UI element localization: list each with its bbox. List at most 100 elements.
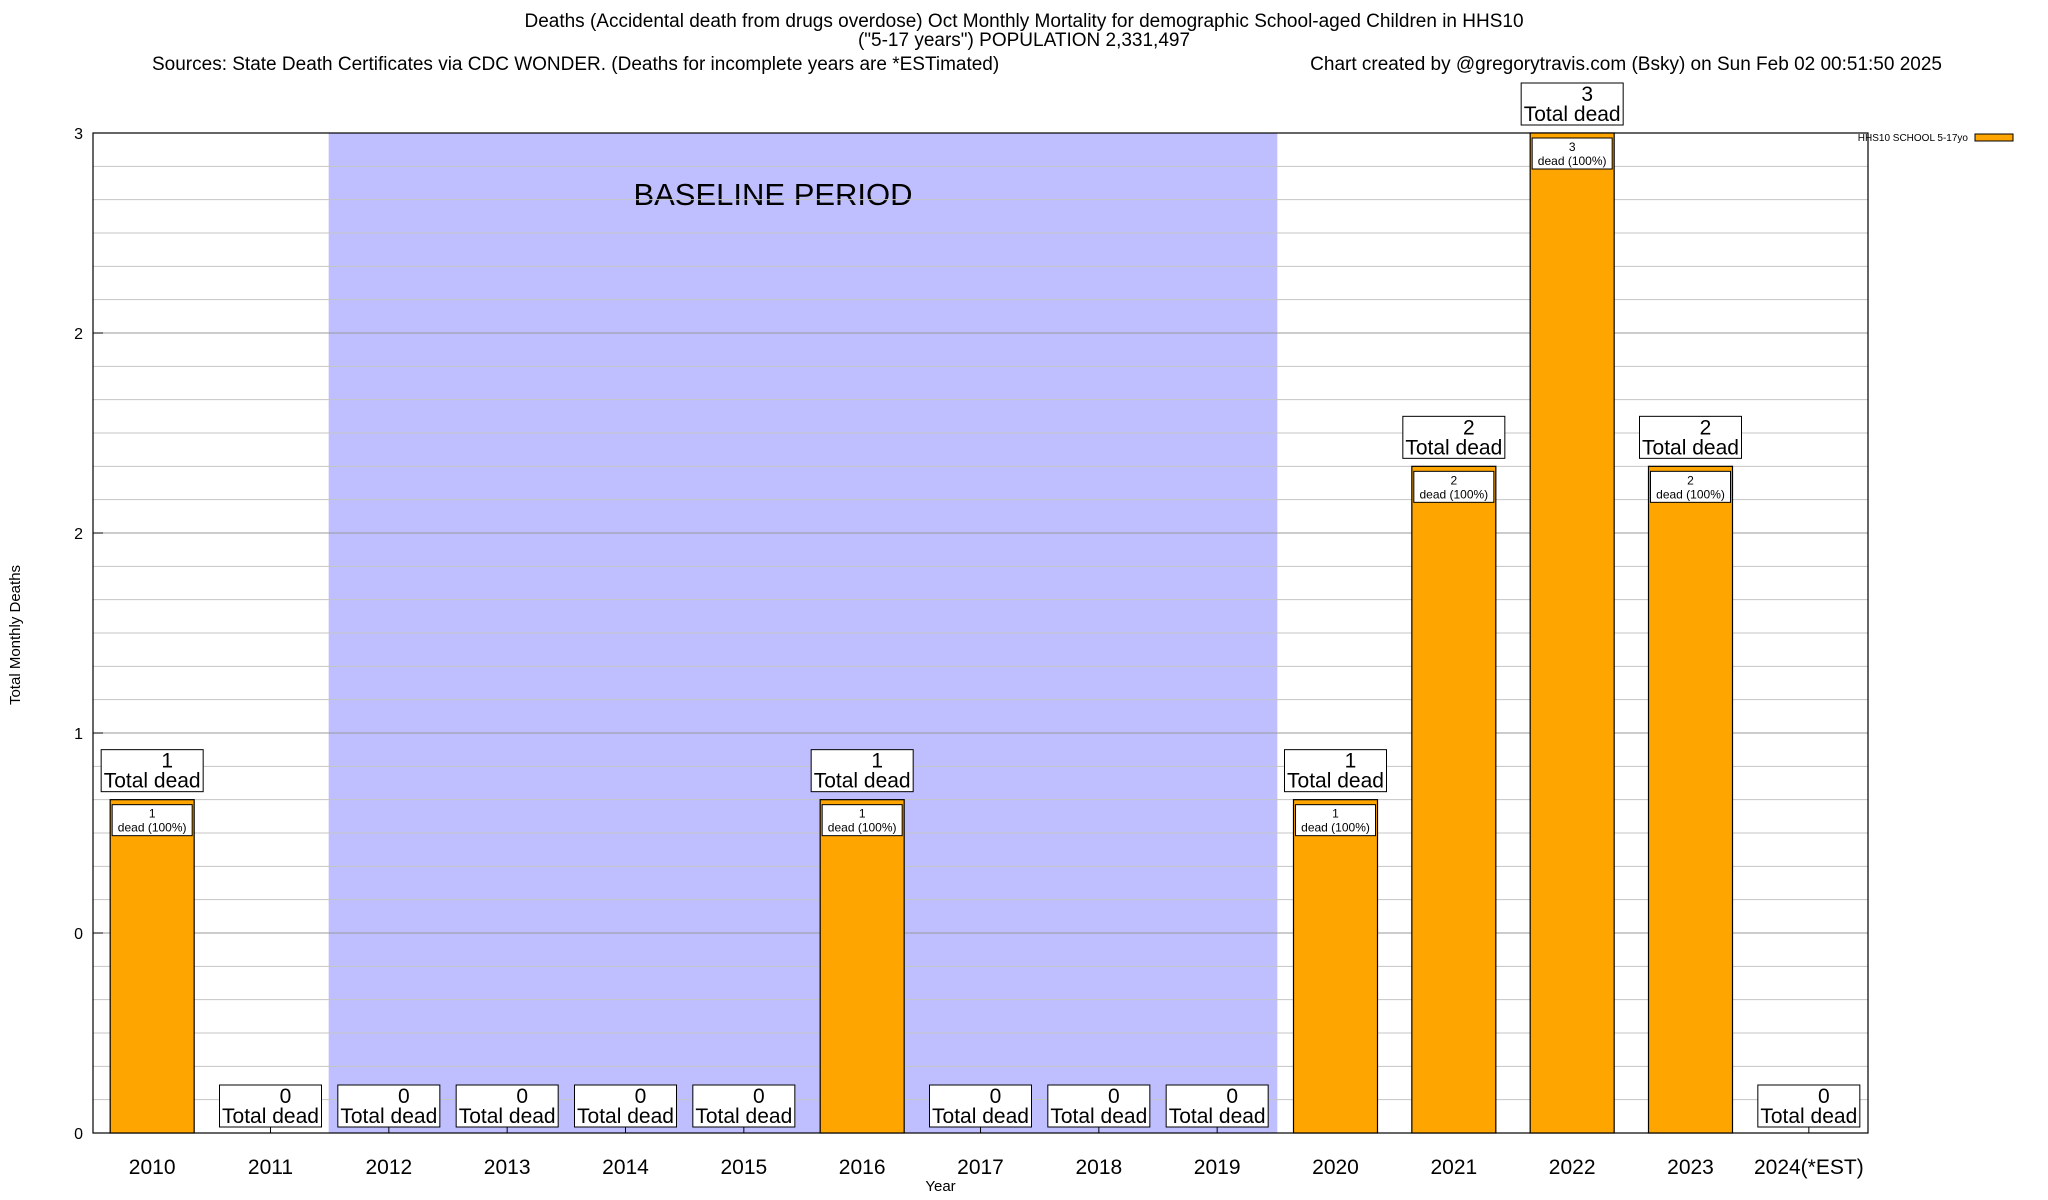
bar-total-text-label: Total dead — [104, 770, 201, 793]
bar-total-label-box — [219, 1084, 322, 1128]
x-tick-label: 2016 — [839, 1156, 886, 1179]
bar-total-label-box — [1520, 82, 1624, 126]
bar-total-text-label: Total dead — [1287, 770, 1384, 793]
credit-note: Chart created by @gregorytravis.com (Bsk… — [1310, 54, 1942, 75]
bar-total-value-label: 0 — [1818, 1085, 1830, 1108]
bar-inner-label-box — [1413, 470, 1495, 503]
x-tick-label: 2013 — [484, 1156, 531, 1179]
bar-total-label-box — [1165, 1084, 1269, 1128]
y-tick-label: 0 — [74, 1126, 83, 1143]
x-tick-label: 2022 — [1549, 1156, 1596, 1179]
bar — [109, 799, 195, 1134]
bar-total-label-box — [337, 1084, 441, 1128]
bar-total-value-label: 0 — [635, 1085, 647, 1108]
bar-total-value-label: 0 — [280, 1085, 292, 1108]
x-axis-title: Year — [925, 1178, 955, 1195]
bar-total-label-box — [1047, 1084, 1151, 1128]
bar-total-label-box — [1639, 415, 1742, 459]
x-tick-label: 2012 — [365, 1156, 412, 1179]
bar-inner-value-label: 1 — [1332, 807, 1339, 821]
bar-inner-label-box — [1531, 137, 1613, 170]
bar-inner-value-label: 2 — [1687, 473, 1694, 487]
bar-total-value-label: 2 — [1700, 416, 1712, 439]
bar-inner-value-label: 1 — [859, 807, 866, 821]
y-tick-label: 2 — [74, 326, 83, 343]
bar-total-value-label: 1 — [161, 750, 173, 773]
bar-total-label-box — [692, 1084, 796, 1128]
bar-total-text-label: Total dead — [1050, 1105, 1147, 1128]
bar-inner-value-label: 1 — [149, 807, 156, 821]
bar-total-text-label: Total dead — [695, 1105, 792, 1128]
x-tick-label: 2019 — [1194, 1156, 1241, 1179]
bar — [1529, 132, 1615, 1134]
bar-total-text-label: Total dead — [1169, 1105, 1266, 1128]
bar-inner-percent-label: dead (100%) — [828, 821, 897, 835]
bar-total-label-box — [100, 749, 204, 793]
bar-total-text-label: Total dead — [1642, 436, 1739, 459]
x-tick-label: 2021 — [1430, 1156, 1477, 1179]
x-tick-label: 2023 — [1667, 1156, 1714, 1179]
bar-inner-label-box — [1295, 804, 1376, 837]
bar-total-value-label: 0 — [1226, 1085, 1238, 1108]
x-tick-label: 2015 — [720, 1156, 767, 1179]
bar — [1411, 465, 1497, 1134]
chart-title: Deaths (Accidental death from drugs over… — [0, 12, 2048, 50]
bar-total-label-box — [1757, 1084, 1861, 1128]
bar-total-text-label: Total dead — [459, 1105, 556, 1128]
bar-total-value-label: 3 — [1581, 83, 1593, 106]
y-tick-label: 0 — [74, 926, 83, 943]
bar-inner-label-box — [1650, 470, 1731, 503]
bar-total-value-label: 0 — [753, 1085, 765, 1108]
bar-total-value-label: 0 — [990, 1085, 1002, 1108]
bar-total-value-label: 0 — [398, 1085, 410, 1108]
legend-label: HHS10 SCHOOL 5-17yo — [1858, 133, 1969, 144]
bar-total-value-label: 2 — [1463, 416, 1475, 439]
bar — [1647, 465, 1734, 1134]
baseline-period-label: BASELINE PERIOD — [633, 177, 912, 212]
bar-total-text-label: Total dead — [577, 1105, 674, 1128]
x-tick-label: 2020 — [1312, 1156, 1359, 1179]
x-tick-label: 2017 — [957, 1156, 1004, 1179]
bar-total-label-box — [1402, 415, 1506, 459]
bar-total-value-label: 0 — [1108, 1085, 1120, 1108]
bar-inner-value-label: 2 — [1450, 473, 1457, 487]
bar-total-text-label: Total dead — [814, 770, 911, 793]
bar-inner-percent-label: dead (100%) — [1656, 487, 1725, 501]
bar-inner-value-label: 3 — [1569, 140, 1576, 154]
bar-total-label-box — [455, 1084, 559, 1128]
bar-total-value-label: 1 — [1345, 750, 1357, 773]
bar-total-text-label: Total dead — [222, 1105, 319, 1128]
bar-inner-percent-label: dead (100%) — [1538, 154, 1607, 168]
x-tick-label: 2010 — [129, 1156, 176, 1179]
bar-total-value-label: 1 — [871, 750, 883, 773]
bar-total-label-box — [810, 749, 914, 793]
bar-total-text-label: Total dead — [932, 1105, 1029, 1128]
y-tick-label: 2 — [74, 526, 83, 543]
bar-total-value-label: 0 — [516, 1085, 528, 1108]
x-tick-label: 2014 — [602, 1156, 649, 1179]
y-tick-label: 3 — [74, 126, 83, 143]
bar-total-text-label: Total dead — [1524, 103, 1621, 126]
bar-total-text-label: Total dead — [1405, 436, 1502, 459]
bar-total-label-box — [929, 1084, 1032, 1128]
y-axis-title: Total Monthly Deaths — [7, 565, 24, 705]
title-line-2: ("5-17 years") POPULATION 2,331,497 — [857, 30, 1191, 51]
bar-inner-percent-label: dead (100%) — [118, 821, 187, 835]
title-line-1: Deaths (Accidental death from drugs over… — [524, 11, 1524, 32]
bar — [819, 799, 905, 1134]
bar-total-label-box — [574, 1084, 677, 1128]
x-tick-label: 2024(*EST) — [1754, 1156, 1864, 1179]
bar-inner-label-box — [111, 804, 193, 837]
bar-inner-label-box — [821, 804, 903, 837]
x-tick-label: 2011 — [248, 1156, 293, 1179]
bar-total-text-label: Total dead — [1760, 1105, 1857, 1128]
x-tick-label: 2018 — [1075, 1156, 1122, 1179]
bar — [1292, 799, 1379, 1134]
subtitle-row: Sources: State Death Certificates via CD… — [152, 54, 1942, 76]
bar-total-label-box — [1284, 749, 1387, 793]
bar-total-text-label: Total dead — [340, 1105, 437, 1128]
y-tick-label: 1 — [74, 726, 83, 743]
sources-note: Sources: State Death Certificates via CD… — [152, 54, 1000, 75]
legend-swatch — [1974, 133, 2014, 142]
